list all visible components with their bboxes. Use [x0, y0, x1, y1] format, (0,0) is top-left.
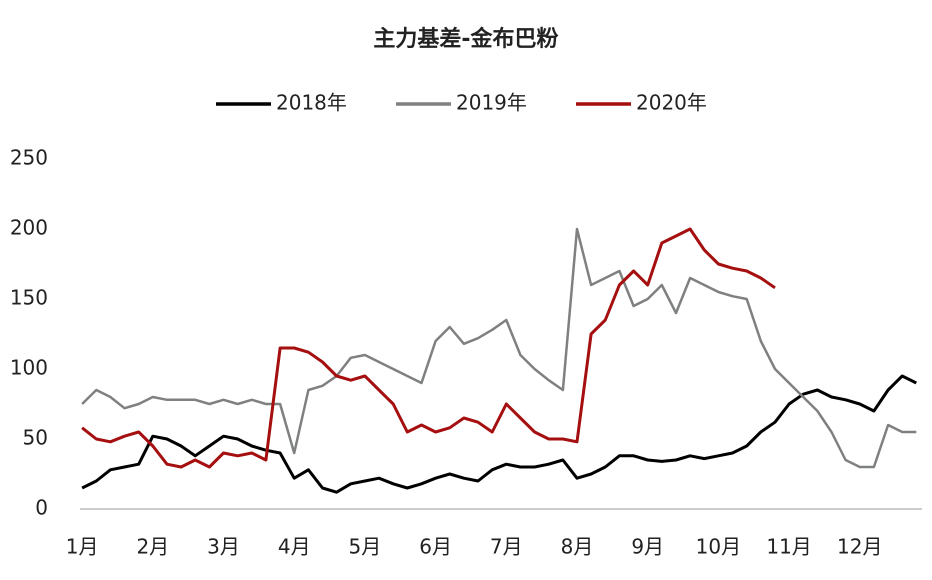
x-tick-label: 9月 [631, 535, 664, 559]
legend-label: 2019年 [456, 91, 527, 115]
x-tick-label: 1月 [66, 535, 99, 559]
series-line [81, 374, 917, 494]
y-tick-label: 50 [23, 426, 48, 450]
y-tick-label: 250 [10, 146, 48, 170]
x-tick-label: 7月 [490, 535, 523, 559]
y-tick-label: 100 [10, 356, 48, 380]
y-tick-label: 0 [35, 496, 48, 520]
legend-label: 2020年 [636, 91, 707, 115]
x-tick-label: 5月 [349, 535, 382, 559]
x-tick-label: 3月 [207, 535, 240, 559]
x-tick-label: 4月 [278, 535, 311, 559]
legend-label: 2018年 [276, 91, 347, 115]
chart-title: 主力基差-金布巴粉 [373, 26, 558, 52]
x-tick-label: 2月 [136, 535, 169, 559]
series-line [81, 227, 776, 469]
x-tick-label: 10月 [696, 535, 741, 559]
series-line [81, 227, 917, 469]
x-tick-label: 6月 [419, 535, 452, 559]
x-tick-label: 11月 [766, 535, 811, 559]
x-tick-label: 12月 [837, 535, 882, 559]
y-tick-label: 150 [10, 286, 48, 310]
x-tick-label: 8月 [561, 535, 594, 559]
y-tick-label: 200 [10, 216, 48, 240]
